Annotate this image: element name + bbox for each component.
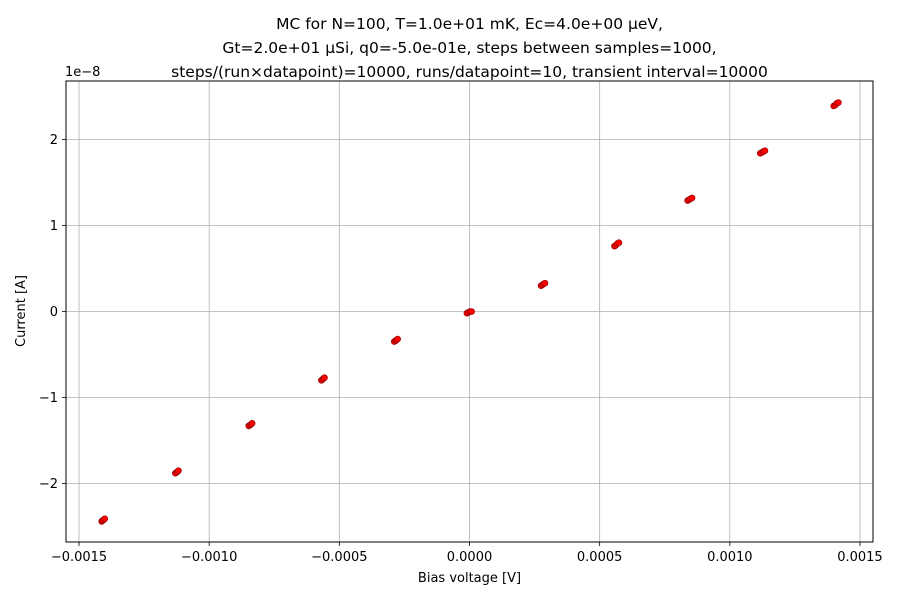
data-point <box>688 194 696 202</box>
x-tick-label: 0.0000 <box>447 550 493 565</box>
chart-title-line: Gt=2.0e+01 μSi, q0=-5.0e-01e, steps betw… <box>222 39 716 57</box>
y-tick-label: −2 <box>39 477 58 492</box>
y-tick-label: 0 <box>50 305 58 320</box>
data-point <box>394 335 401 343</box>
chart-title-line: MC for N=100, T=1.0e+01 mK, Ec=4.0e+00 μ… <box>276 15 663 33</box>
data-points <box>98 99 842 525</box>
grid-lines <box>66 81 873 542</box>
x-tick-label: 0.0010 <box>707 550 753 565</box>
y-tick-label: 1 <box>50 219 58 234</box>
y-tick-label: 2 <box>50 133 58 148</box>
x-tick-label: 0.0015 <box>837 550 883 565</box>
chart-title-line: steps/(run×datapoint)=10000, runs/datapo… <box>171 63 768 81</box>
data-point <box>468 308 475 315</box>
y-axis-ticks: −2 −1 0 1 2 <box>39 133 66 492</box>
y-axis-offset-label: 1e−8 <box>65 65 100 80</box>
data-point <box>835 99 842 106</box>
y-axis-label: Current [A] <box>14 275 29 347</box>
data-point <box>101 515 109 523</box>
data-point <box>541 279 549 287</box>
x-tick-label: 0.0005 <box>577 550 623 565</box>
x-axis-ticks: −0.0015 −0.0010 −0.0005 0.0000 0.0005 0.0010 0… <box>51 542 883 565</box>
x-tick-label: −0.0010 <box>181 550 237 565</box>
x-tick-label: −0.0015 <box>51 550 107 565</box>
data-point <box>761 147 769 154</box>
data-point <box>321 374 328 382</box>
x-tick-label: −0.0005 <box>311 550 367 565</box>
data-point <box>175 467 182 474</box>
data-point <box>615 239 623 246</box>
chart-title: MC for N=100, T=1.0e+01 mK, Ec=4.0e+00 μ… <box>171 15 768 81</box>
x-axis-label: Bias voltage [V] <box>418 571 521 586</box>
data-point <box>248 420 256 427</box>
y-tick-label: −1 <box>39 391 58 406</box>
